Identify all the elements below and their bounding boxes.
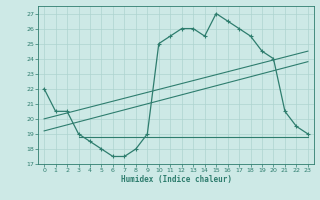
X-axis label: Humidex (Indice chaleur): Humidex (Indice chaleur): [121, 175, 231, 184]
